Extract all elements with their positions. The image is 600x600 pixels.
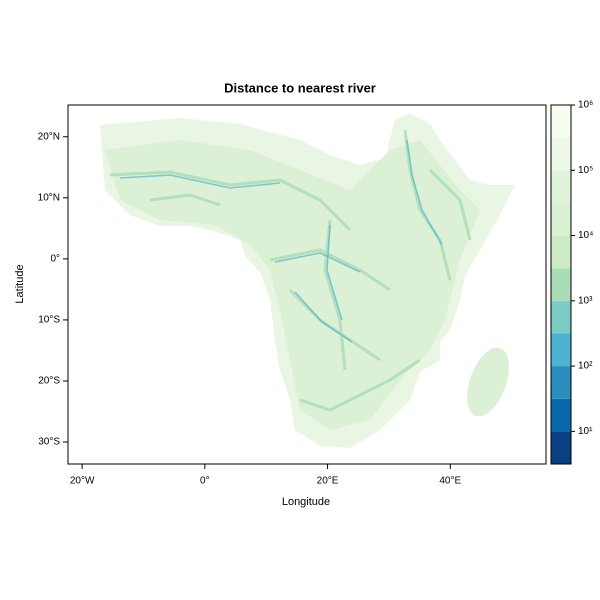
- y-tick-label: 0°: [50, 253, 60, 264]
- colorbar-band: [551, 268, 571, 301]
- y-tick-label: 20°S: [38, 376, 60, 387]
- rivers-near: [119, 139, 443, 343]
- colorbar-band: [551, 431, 571, 464]
- x-tick-label: 40°E: [439, 476, 461, 487]
- map-raster: [100, 113, 515, 448]
- colorbar-tick-label: 10⁴: [578, 230, 593, 241]
- colorbar-tick-label: 10¹: [578, 426, 593, 437]
- y-tick-label: 10°S: [38, 315, 60, 326]
- chart-title: Distance to nearest river: [224, 80, 376, 95]
- plot-frame: [67, 104, 547, 465]
- continent-inner: [105, 140, 480, 430]
- y-tick-label: 20°N: [38, 131, 60, 142]
- colorbar-frame: [550, 104, 572, 465]
- colorbar-band: [551, 202, 571, 236]
- colorbar-band: [551, 398, 571, 432]
- colorbar-band: [551, 170, 571, 203]
- colorbar-tick-label: 10²: [578, 361, 593, 372]
- colorbar-band: [551, 235, 571, 269]
- y-tick-label: 30°S: [38, 437, 60, 448]
- colorbar-band: [551, 366, 571, 399]
- colorbar-band: [551, 105, 571, 138]
- madagascar: [467, 347, 509, 417]
- y-axis-label: Latitude: [14, 264, 26, 303]
- colorbar-tick-label: 10⁵: [578, 165, 593, 176]
- colorbar-band: [551, 333, 571, 367]
- x-tick-label: 0°: [200, 476, 210, 487]
- x-tick-label: 20°W: [70, 476, 95, 487]
- colorbar-tick-label: 10⁶: [578, 100, 593, 111]
- x-axis-label: Longitude: [282, 496, 330, 508]
- colorbar-band: [551, 137, 571, 171]
- y-tick-label: 10°N: [38, 192, 60, 203]
- colorbar-band: [551, 300, 571, 334]
- x-tick-label: 20°E: [317, 476, 339, 487]
- colorbar-tick-label: 10³: [578, 295, 593, 306]
